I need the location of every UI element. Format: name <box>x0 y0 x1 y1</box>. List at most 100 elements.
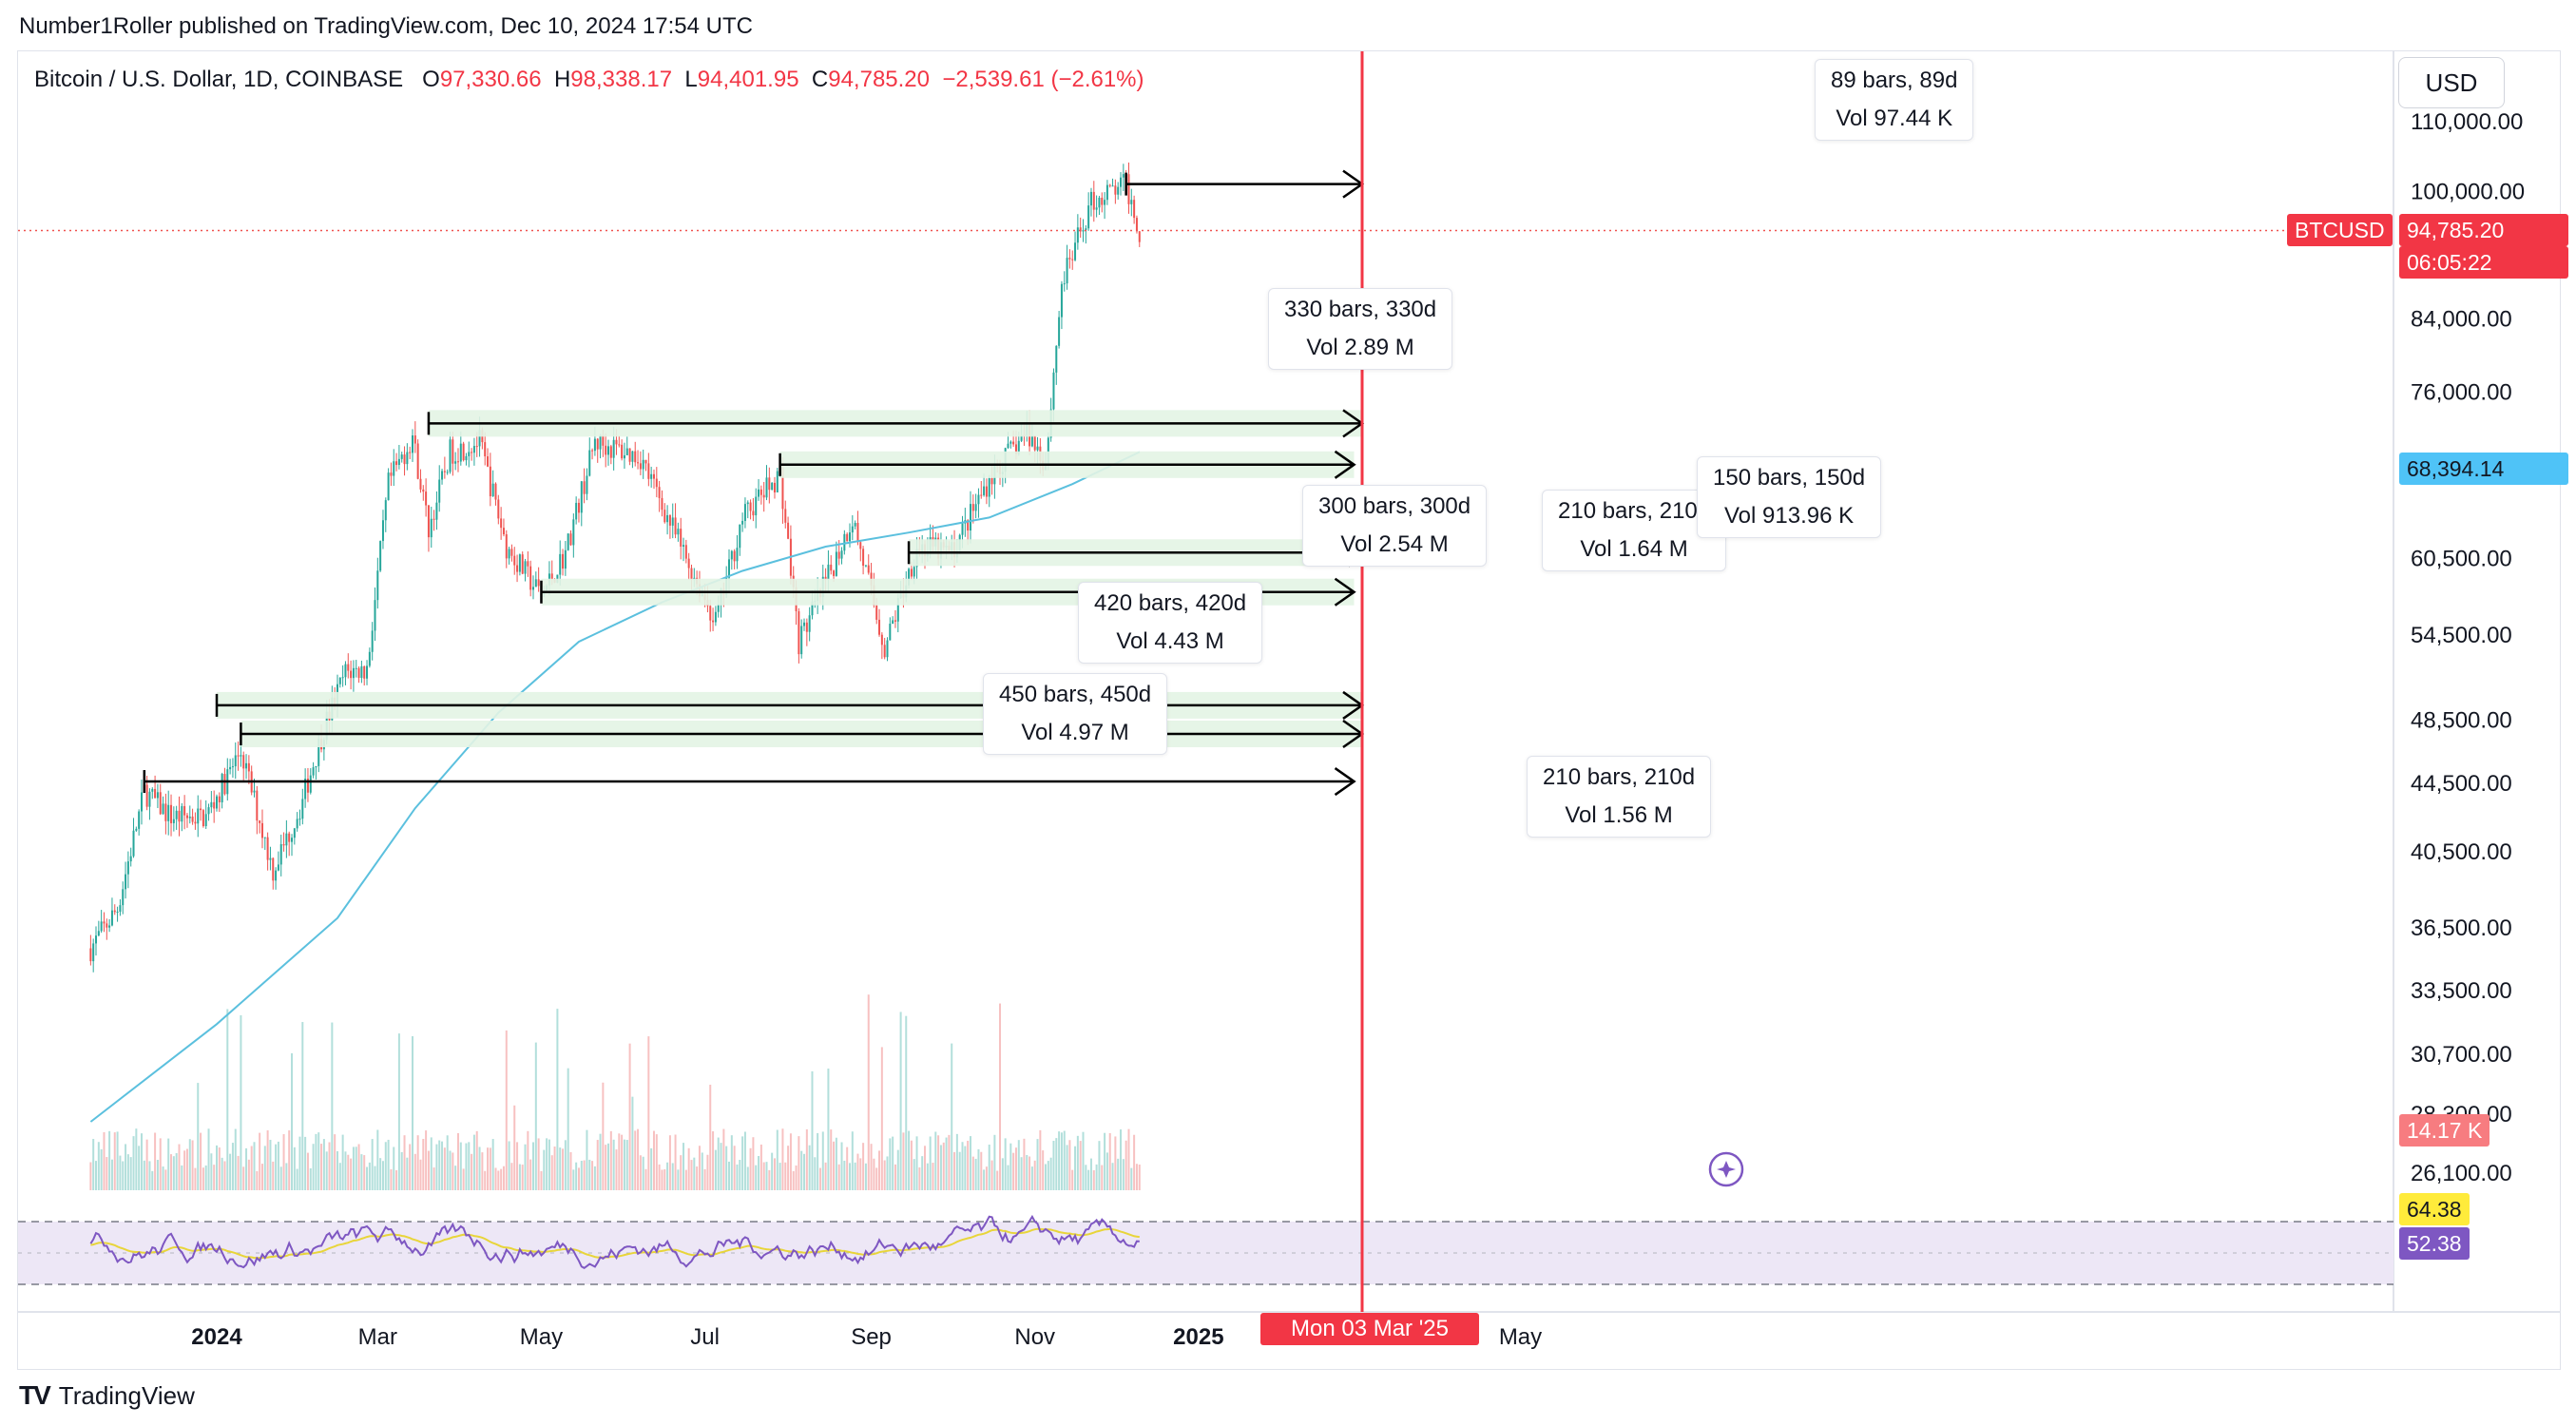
candle-body <box>352 667 355 679</box>
candle-body <box>89 948 92 962</box>
tradingview-footer[interactable]: TV TradingView <box>19 1377 195 1415</box>
volume-bar <box>384 1142 387 1190</box>
candle-body <box>674 517 677 535</box>
candle-body <box>892 620 894 625</box>
candle-body <box>1009 441 1012 444</box>
rsi-line <box>89 1214 1140 1269</box>
candle-body <box>625 448 628 455</box>
candle-body <box>207 807 210 815</box>
candle-body <box>883 645 886 658</box>
candle-body <box>269 858 272 860</box>
volume-bar <box>413 1153 416 1190</box>
symbol-label[interactable]: Bitcoin / U.S. Dollar, 1D, COINBASE <box>34 67 404 92</box>
candle-body <box>472 446 475 453</box>
volume-bar <box>690 1160 693 1190</box>
volume-bar <box>1074 1146 1077 1190</box>
volume-bar <box>1009 1143 1012 1190</box>
candle-body <box>647 463 650 479</box>
volume-bar <box>725 1146 728 1190</box>
volume-bar <box>167 1138 170 1190</box>
candle-body <box>1014 444 1017 454</box>
candle-body <box>908 568 911 586</box>
volume-bar <box>942 1142 945 1190</box>
volume-bar <box>1014 1147 1017 1190</box>
volume-bar <box>955 1133 958 1190</box>
candle-body <box>489 466 491 497</box>
open-label: O <box>422 67 440 92</box>
candle-body <box>513 555 516 566</box>
candle-body <box>223 774 226 795</box>
candle-body <box>425 491 428 506</box>
volume-bar <box>132 1136 135 1190</box>
volume-bar <box>1042 1150 1045 1190</box>
candle-body <box>379 541 382 571</box>
volume-bar <box>932 1163 934 1190</box>
currency-button[interactable]: USD <box>2398 57 2505 108</box>
candle-body <box>787 522 790 539</box>
volume-bar <box>527 1130 529 1190</box>
candle-body <box>567 533 569 550</box>
chart-frame <box>17 50 2561 1370</box>
candle-body <box>510 549 513 556</box>
volume-bar <box>803 1153 806 1190</box>
volume-bar <box>194 1167 197 1190</box>
volume-bar <box>921 1156 924 1190</box>
candle-body <box>843 533 846 551</box>
candle-body <box>368 651 371 666</box>
candle-body <box>151 788 154 792</box>
volume-bar <box>449 1150 452 1190</box>
time-tick-label: Sep <box>851 1324 892 1350</box>
price-tick-label: 28,300.00 <box>2411 1102 2512 1127</box>
volume-bar <box>513 1105 516 1190</box>
candle-body <box>317 739 320 766</box>
volume-bar <box>1138 1165 1141 1190</box>
volume-bar <box>1047 1161 1049 1190</box>
candle-body <box>529 566 532 590</box>
volume-bar <box>988 1144 990 1190</box>
volume-bar <box>843 1160 846 1190</box>
volume-bar <box>368 1162 371 1190</box>
volume-bar <box>183 1150 186 1190</box>
volume-bar <box>1023 1138 1026 1190</box>
time-tick-label: 2025 <box>1173 1324 1223 1350</box>
candle-body <box>811 601 814 616</box>
candle-body <box>833 570 836 576</box>
candle-body <box>296 819 298 829</box>
volume-bar <box>712 1131 715 1190</box>
candle-body <box>1052 372 1055 410</box>
time-tick-label: Jul <box>690 1324 720 1350</box>
volume-bar <box>612 1139 615 1190</box>
candle-body <box>140 792 143 812</box>
volume-bar <box>108 1130 111 1190</box>
volume-bar <box>140 1133 143 1190</box>
candle-body <box>835 551 837 576</box>
volume-bar <box>575 1162 578 1190</box>
volume-bar <box>969 1136 971 1190</box>
candle-body <box>1130 200 1133 204</box>
candle-body <box>1068 258 1071 260</box>
candle-body <box>593 438 596 452</box>
price-tick-label: 54,500.00 <box>2411 623 2512 648</box>
volume-bar <box>97 1142 100 1190</box>
volume-bar <box>765 1162 768 1190</box>
volume-bar <box>521 1165 524 1190</box>
volume-bar <box>609 1130 612 1190</box>
volume-bar <box>1111 1163 1114 1190</box>
volume-bar <box>951 1043 953 1190</box>
volume-bar <box>92 1139 95 1190</box>
candle-body <box>527 561 529 567</box>
candle-body <box>867 565 870 573</box>
volume-bar <box>508 1141 510 1190</box>
candle-body <box>487 456 490 467</box>
volume-bar <box>422 1138 425 1190</box>
volume-bar <box>971 1156 974 1190</box>
candle-body <box>218 796 221 802</box>
candle-body <box>315 765 317 768</box>
close-value: 94,785.20 <box>828 67 931 92</box>
candle-body <box>170 804 173 823</box>
candle-body <box>967 520 970 531</box>
volume-bar <box>357 1144 360 1190</box>
volume-bar <box>188 1139 191 1190</box>
candle-body <box>746 502 749 505</box>
